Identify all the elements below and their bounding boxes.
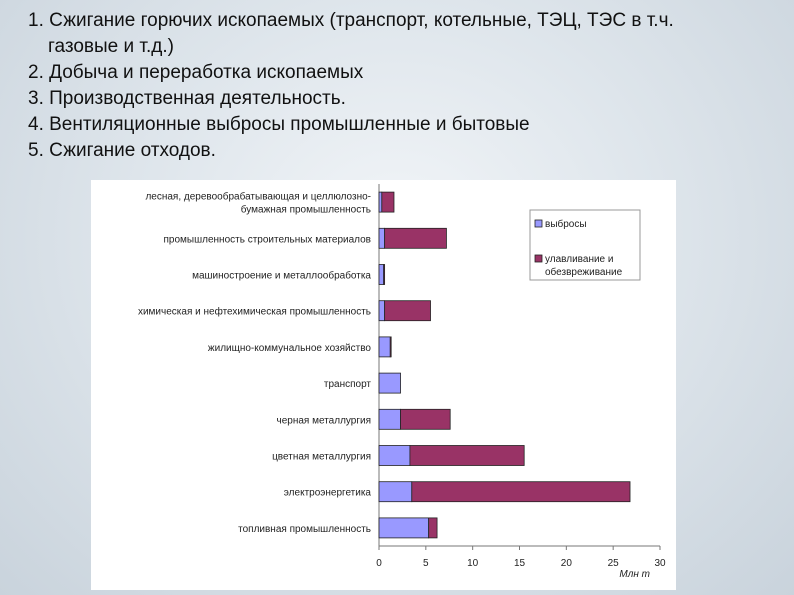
legend-label-line: обезвреживание (545, 266, 623, 278)
category-label-line: химическая и нефтехимическая промышленно… (138, 306, 371, 318)
bar-captured-1 (381, 191, 395, 213)
bar-captured-2 (384, 227, 447, 249)
category-label-6: транспорт (324, 379, 372, 390)
bullet-item-5: 5. Сжигание отходов. (28, 140, 216, 161)
legend-swatch-1 (534, 219, 543, 228)
x-tick-label-15: 15 (514, 558, 526, 569)
x-tick-label-20: 20 (561, 558, 573, 569)
bar-emissions-1 (378, 191, 383, 213)
category-label-line: машиностроение и металлообработка (192, 270, 371, 282)
bullet-item-1-line2: газовые и т.д.) (48, 36, 174, 57)
bullet-item-3: 3. Производственная деятельность. (28, 88, 346, 109)
slide-bullet-list: 1. Сжигание горючих ископаемых (транспор… (28, 8, 788, 164)
category-label-9: электроэнергетика (284, 488, 372, 499)
category-label-1: лесная, деревообрабатывающая и целлюлозн… (145, 191, 371, 216)
legend-label-2: улавливание и обезвреживание (545, 254, 623, 278)
bullet-item-2: 2. Добыча и переработка ископаемых (28, 62, 364, 83)
bar-captured-10 (428, 517, 438, 539)
bar-emissions-2 (378, 227, 386, 249)
category-label-line: электроэнергетика (284, 488, 372, 499)
category-label-8: цветная металлургия (272, 452, 371, 463)
bar-emissions-6 (378, 372, 401, 394)
category-label-3: машиностроение и металлообработка (192, 270, 371, 282)
category-label-10: топливная промышленность (238, 524, 371, 535)
category-label-7: черная металлургия (276, 415, 371, 426)
stacked-bar-chart: лесная, деревообрабатывающая и целлюлозн… (138, 184, 666, 580)
legend-swatch-2 (534, 254, 543, 263)
bar-emissions-3 (378, 264, 385, 285)
category-label-line: лесная, деревообрабатывающая и целлюлозн… (145, 191, 371, 203)
x-tick-label-30: 30 (654, 558, 666, 569)
bar-emissions-5 (378, 336, 391, 358)
category-label-line: жилищно-коммунальное хозяйство (208, 343, 372, 354)
category-label-line: бумажная промышленность (241, 204, 371, 216)
x-tick-label-0: 0 (376, 558, 382, 569)
x-tick-label-25: 25 (608, 558, 620, 569)
chart-container: лесная, деревообрабатывающая и целлюлозн… (91, 180, 676, 590)
category-label-line: транспорт (324, 379, 372, 390)
bar-captured-9 (411, 481, 631, 503)
bar-captured-4 (384, 300, 431, 322)
bar-captured-5 (389, 336, 392, 358)
category-label-line: цветная металлургия (272, 452, 371, 463)
bar-emissions-8 (378, 445, 411, 466)
category-label-line: топливная промышленность (238, 524, 371, 535)
bullet-item-1-line1: 1. Сжигание горючих ископаемых (транспор… (28, 10, 674, 31)
legend-label-1: выбросы (545, 218, 587, 230)
x-tick-label-5: 5 (423, 558, 429, 569)
bar-captured-8 (409, 445, 525, 466)
bar-captured-7 (400, 408, 451, 430)
category-label-line: промышленность строительных материалов (164, 234, 372, 245)
bar-captured-3 (383, 264, 386, 285)
legend-label-line: выбросы (545, 218, 587, 230)
bar-emissions-7 (378, 408, 401, 430)
legend-label-line: улавливание и (545, 254, 613, 265)
category-label-line: черная металлургия (276, 415, 371, 426)
category-label-2: промышленность строительных материалов (164, 234, 372, 245)
legend-box (529, 209, 641, 281)
x-tick-label-10: 10 (467, 558, 479, 569)
category-label-5: жилищно-коммунальное хозяйство (208, 343, 372, 354)
bar-emissions-9 (378, 481, 413, 503)
category-label-4: химическая и нефтехимическая промышленно… (138, 306, 371, 318)
bar-emissions-10 (378, 517, 430, 539)
bullet-item-4: 4. Вентиляционные выбросы промышленные и… (28, 114, 530, 135)
bullet-item-1: 1. Сжигание горючих ископаемых (транспор… (28, 8, 788, 60)
bar-emissions-4 (378, 300, 386, 322)
x-axis-unit-label: Млн т (619, 569, 650, 580)
